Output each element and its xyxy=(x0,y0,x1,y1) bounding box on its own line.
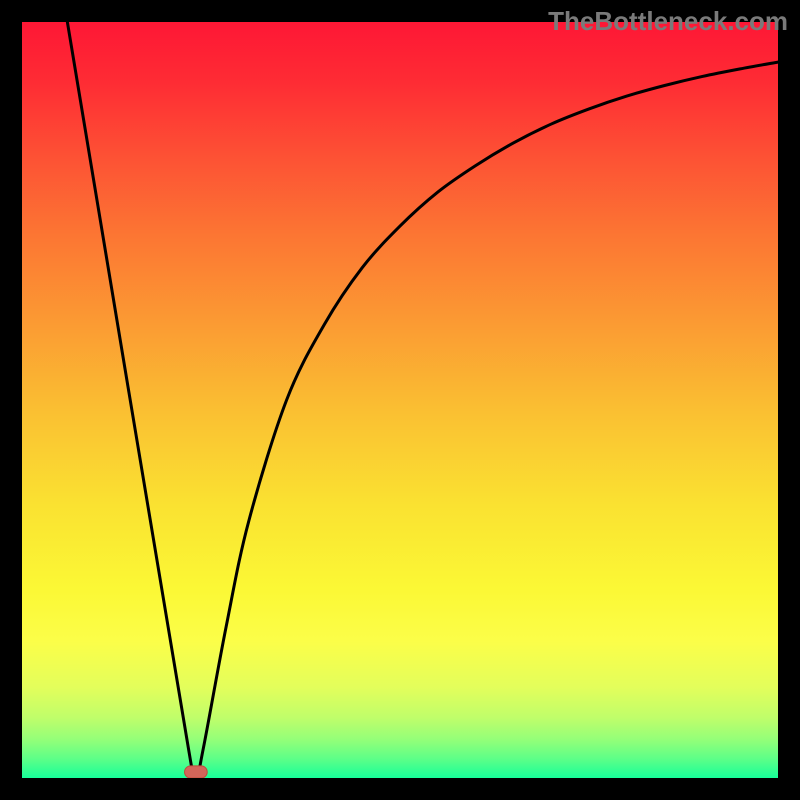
plot-area xyxy=(22,22,778,778)
chart-svg xyxy=(22,22,778,778)
watermark-text: TheBottleneck.com xyxy=(548,6,788,37)
gradient-background xyxy=(22,22,778,778)
chart-frame: TheBottleneck.com xyxy=(0,0,800,800)
optimum-marker xyxy=(185,766,208,778)
